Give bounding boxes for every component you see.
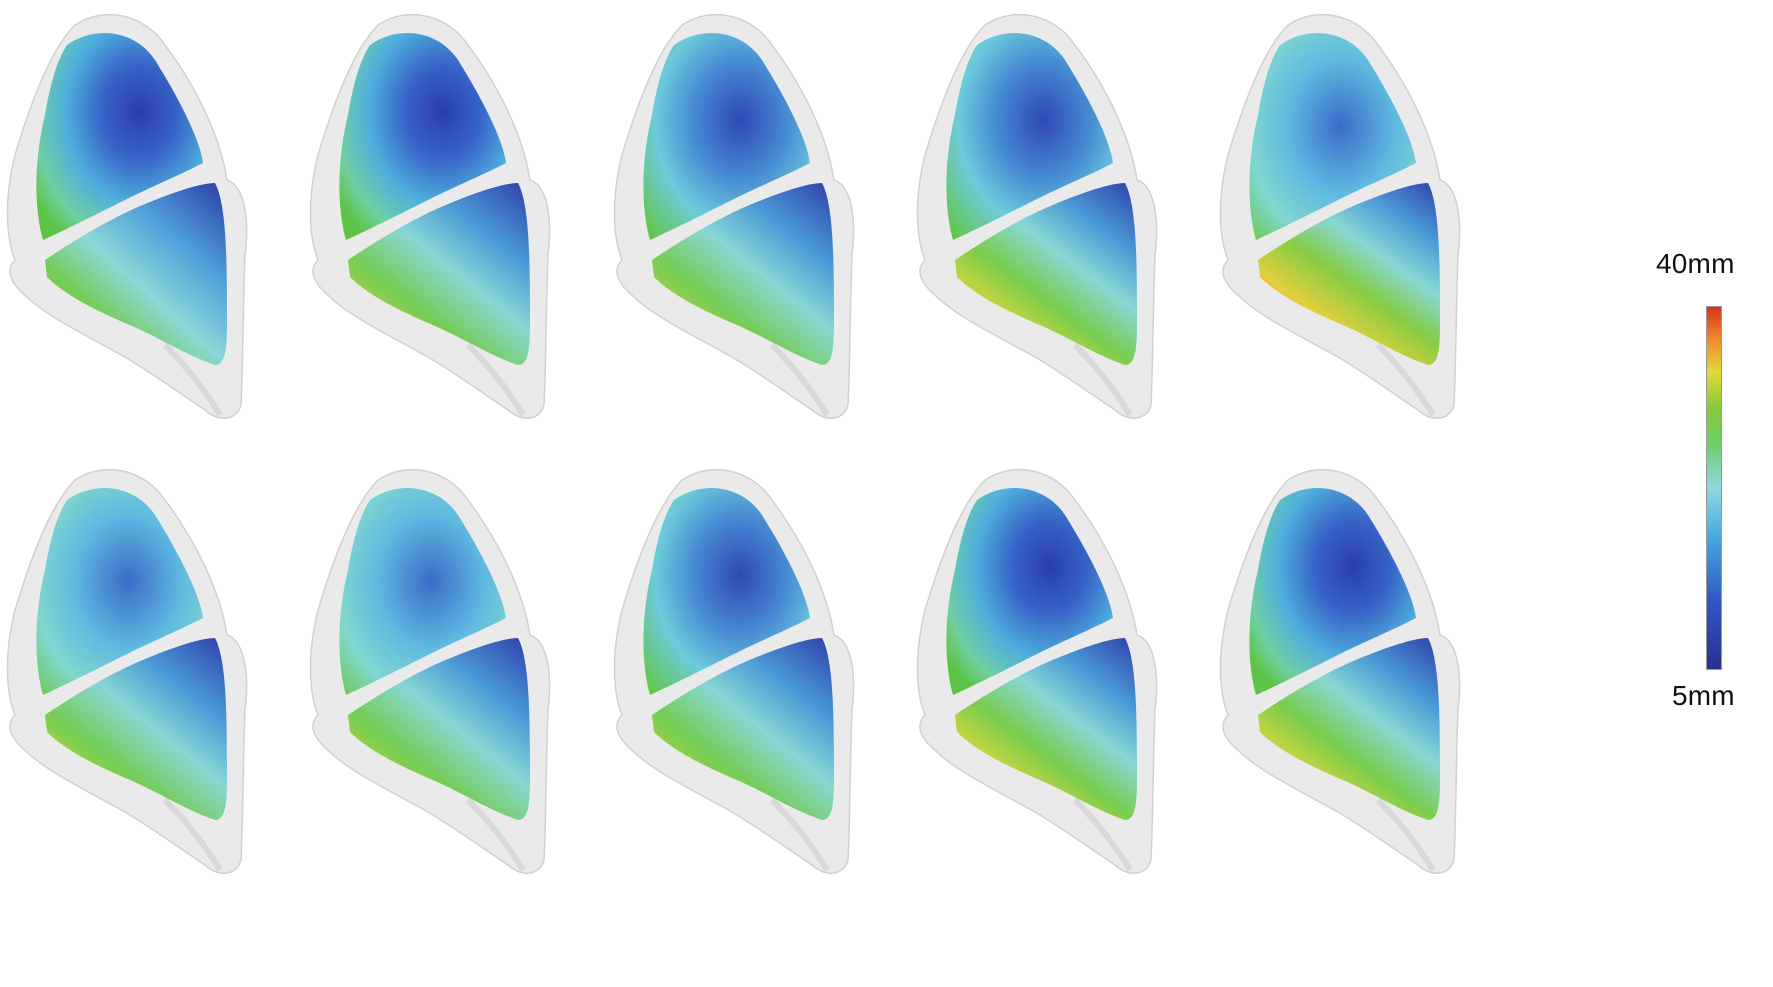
colorbar-min-label: 5mm (1672, 680, 1735, 711)
colorbar-max-label: 40mm (1656, 248, 1735, 279)
colorbar (1706, 306, 1722, 670)
panel-r1-c3 (615, 15, 854, 419)
panel-r2-c2 (311, 470, 550, 874)
panel-r1-c4 (918, 15, 1157, 419)
panel-r2-c5 (1221, 470, 1460, 874)
panel-r2-c3 (615, 470, 854, 874)
panel-r1-c5 (1221, 15, 1460, 419)
panel-r2-c4 (918, 470, 1157, 874)
panel-r1-c1 (8, 15, 247, 419)
panel-r1-c2 (311, 15, 550, 419)
panel-r2-c1 (8, 470, 247, 874)
